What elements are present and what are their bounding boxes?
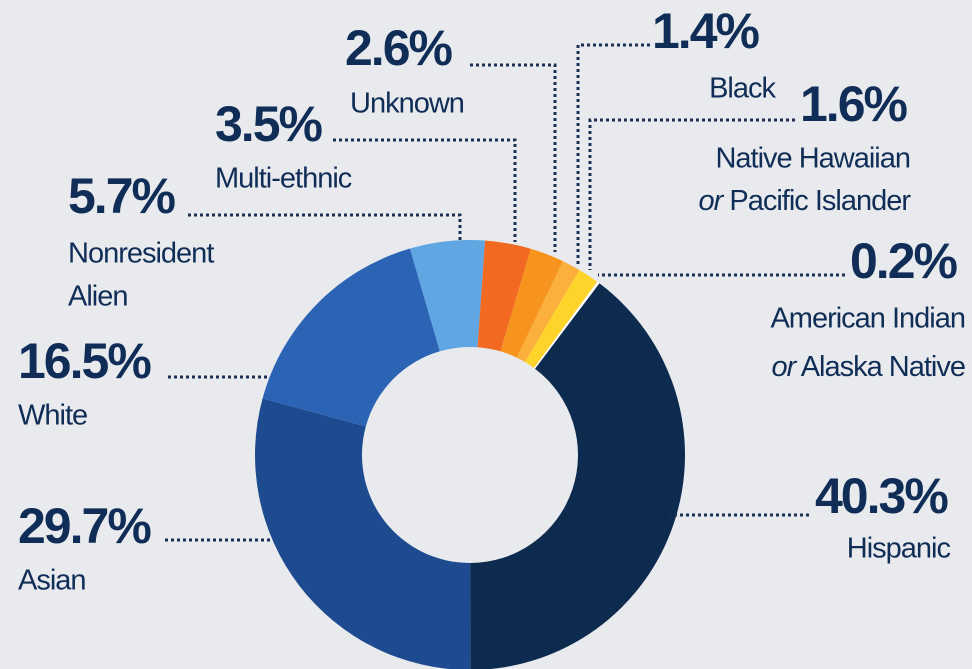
category-label: Hispanic — [847, 533, 951, 565]
category-label: Black — [709, 73, 776, 105]
value-label: 2.6% — [345, 20, 453, 76]
value-label: 16.5% — [18, 333, 151, 389]
leader-line — [588, 118, 795, 270]
donut-segment — [262, 248, 440, 427]
value-label: 3.5% — [215, 96, 323, 152]
category-label: Nonresident — [68, 238, 214, 270]
category-label: Alien — [68, 281, 128, 313]
category-label: White — [18, 400, 87, 432]
category-label: Multi-ethnic — [215, 163, 352, 195]
category-label: American Indian — [770, 303, 965, 335]
value-label: 1.6% — [800, 76, 908, 132]
leader-line — [188, 213, 462, 240]
donut-segment — [410, 240, 486, 352]
leader-line — [333, 138, 517, 242]
value-label: 0.2% — [850, 233, 958, 289]
value-label: 29.7% — [18, 498, 151, 554]
category-label: or Alaska Native — [771, 351, 965, 383]
category-label: Unknown — [350, 88, 464, 120]
category-label: Native Hawaiian — [715, 143, 910, 175]
donut-segment — [470, 283, 685, 669]
donut-segment — [516, 261, 580, 363]
donut-segment — [477, 240, 531, 352]
category-label: Asian — [18, 565, 86, 597]
leader-line — [576, 43, 650, 265]
category-label: or Pacific Islander — [699, 185, 912, 217]
donut-segment — [533, 281, 600, 369]
value-label: 40.3% — [815, 468, 948, 524]
donut-segment — [500, 248, 564, 358]
leader-line — [470, 63, 557, 252]
value-label: 5.7% — [68, 168, 176, 224]
value-label: 1.4% — [652, 3, 760, 59]
donut-segment — [255, 398, 471, 669]
donut-segment — [525, 269, 598, 368]
